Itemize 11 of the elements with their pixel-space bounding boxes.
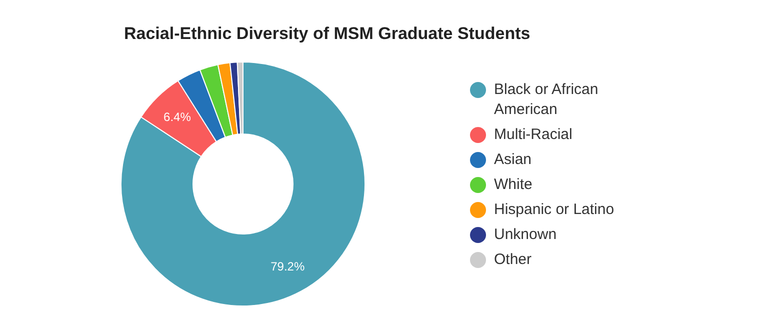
legend-label: Hispanic or Latino: [494, 200, 616, 220]
legend-label: Multi-Racial: [494, 125, 574, 145]
data-label: 79.2%: [270, 260, 305, 274]
legend-label: Unknown: [494, 225, 558, 245]
data-label: 6.4%: [164, 110, 192, 124]
legend-label: White: [494, 175, 534, 195]
legend-label: Black or African American: [494, 80, 600, 120]
legend-label: Other: [494, 250, 533, 270]
chart-title: Racial-Ethnic Diversity of MSM Graduate Students: [124, 24, 530, 44]
legend-label: Asian: [494, 150, 533, 170]
donut-slice: [120, 62, 366, 306]
